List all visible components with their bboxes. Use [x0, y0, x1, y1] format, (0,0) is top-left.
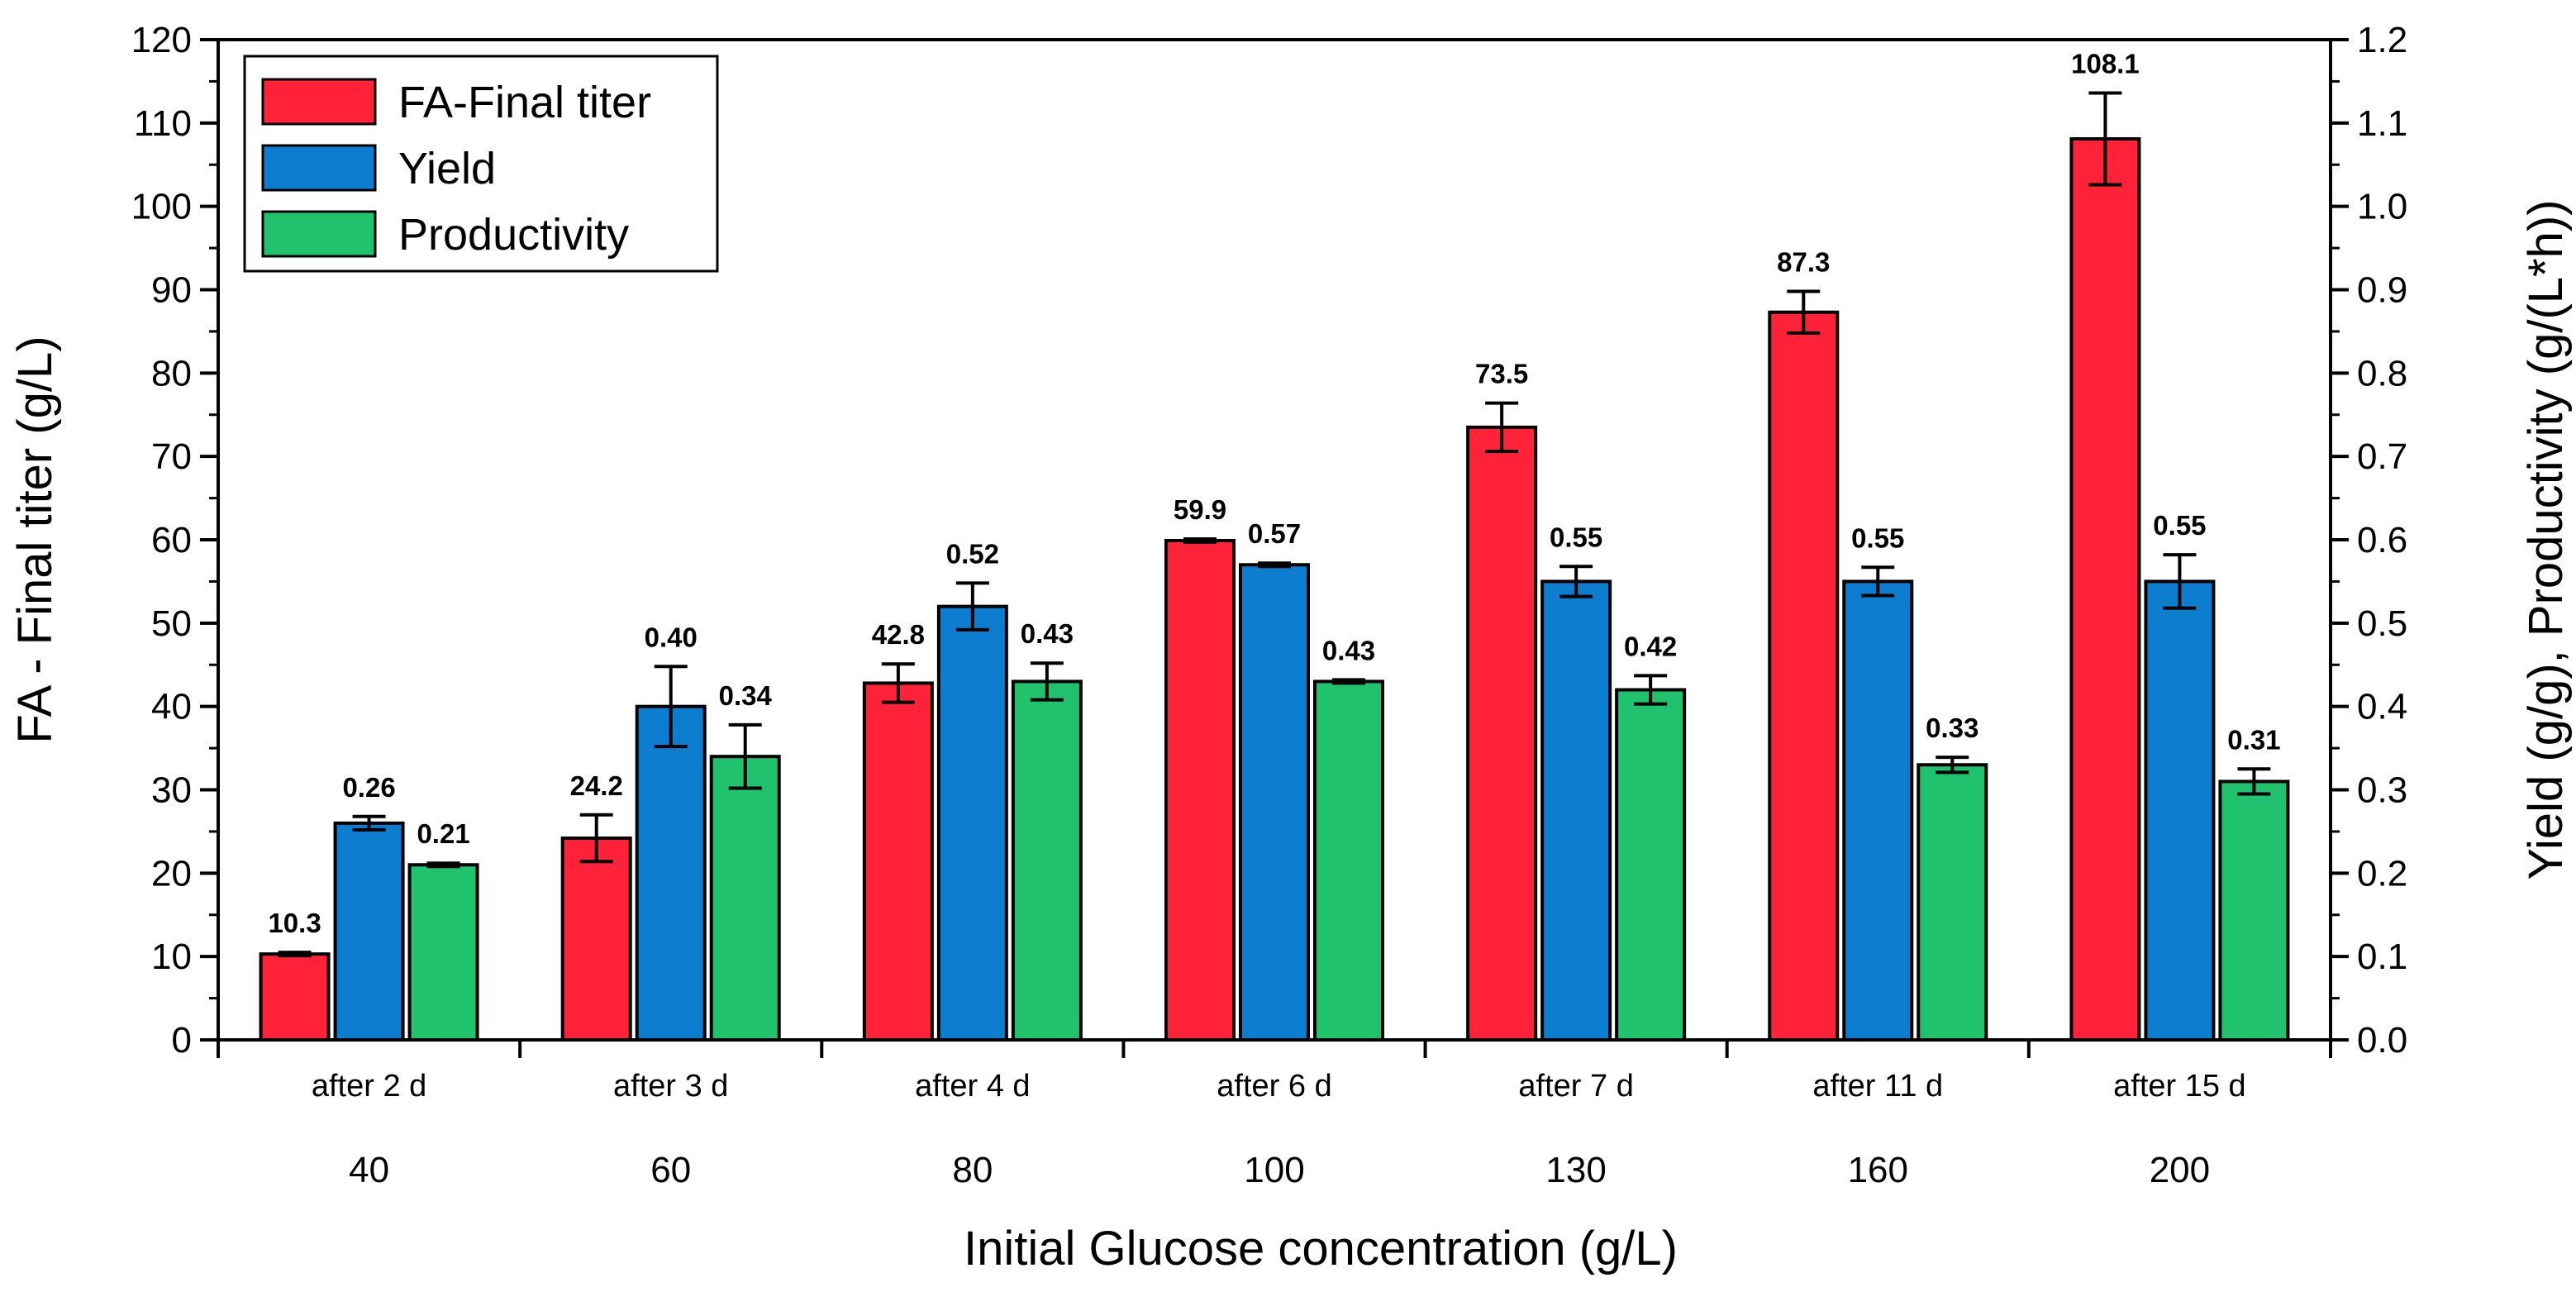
y2-tick-label: 0.9: [2357, 270, 2407, 311]
bar-1: [1540, 579, 1612, 1042]
bar-2: [1011, 679, 1083, 1042]
y2-axis-title: Yield (g/g), Productivity (g/(L*h)): [2519, 199, 2573, 880]
data-label: 0.33: [1926, 713, 1978, 743]
x-tick-label: 200: [2150, 1150, 2210, 1190]
bar-2: [1313, 679, 1384, 1042]
x-sublabel: after 2 d: [312, 1069, 426, 1104]
x-tick-label: 160: [1848, 1150, 1908, 1190]
y-axis-title: FA - Final titer (g/L): [8, 336, 62, 743]
legend-label-productivity: Productivity: [398, 210, 629, 260]
y-tick-label: 30: [151, 770, 192, 811]
data-label: 0.55: [2153, 510, 2206, 541]
y2-tick-label: 0.2: [2357, 853, 2407, 894]
legend: FA-Final titer Yield Productivity: [243, 55, 719, 273]
y2-tick-label: 0.3: [2357, 770, 2407, 811]
data-label: 0.43: [1322, 635, 1375, 665]
y2-tick-label: 1.0: [2357, 187, 2407, 227]
data-label: 87.3: [1777, 247, 1830, 278]
y-tick-label: 0: [172, 1020, 192, 1061]
y2-tick-label: 0.1: [2357, 937, 2407, 977]
y-tick-label: 50: [151, 603, 192, 644]
bar-0: [1768, 310, 1840, 1042]
y-tick-label: 100: [131, 187, 192, 227]
x-tick-label: 130: [1545, 1150, 1606, 1190]
bar-1: [2144, 579, 2216, 1042]
bar-0: [862, 681, 934, 1042]
bar-2: [1615, 688, 1687, 1042]
y-tick-label: 70: [151, 436, 192, 477]
bar-0: [1164, 539, 1236, 1042]
x-sublabel: after 3 d: [613, 1069, 728, 1104]
x-axis-title: Initial Glucose concentration (g/L): [964, 1222, 1678, 1275]
y-tick-label: 40: [151, 687, 192, 727]
x-sublabel: after 6 d: [1217, 1069, 1331, 1104]
axes-layer: 0 10 20 30 40 50 60 70 80 90 100 110 120 0.0 0.1 0.2 0.3…: [131, 20, 2408, 1190]
x-sublabel: after 4 d: [915, 1069, 1030, 1104]
data-label: 0.40: [645, 622, 698, 652]
x-sublabel: after 11 d: [1812, 1069, 1943, 1104]
y-tick-label: 10: [151, 937, 192, 977]
bar-1: [1239, 563, 1310, 1042]
y-tick-label: 90: [151, 270, 192, 311]
bar-2: [407, 863, 479, 1042]
x-tick-label: 60: [650, 1150, 691, 1190]
y2-tick-label: 1.1: [2357, 103, 2407, 144]
legend-label-titer: FA-Final titer: [398, 78, 651, 127]
x-sublabel: after 7 d: [1518, 1069, 1633, 1104]
legend-label-yield: Yield: [398, 144, 496, 193]
data-label: 0.26: [342, 772, 395, 803]
data-label: 24.2: [570, 770, 623, 801]
y2-tick-label: 0.8: [2357, 353, 2407, 393]
bar-1: [333, 821, 405, 1042]
data-label: 0.43: [1021, 618, 1074, 649]
data-label: 42.8: [872, 619, 925, 650]
bar-1: [635, 704, 707, 1042]
data-label: 0.57: [1248, 518, 1301, 549]
x-tick-label: 100: [1244, 1150, 1304, 1190]
y-tick-label: 60: [151, 520, 192, 560]
labels-layer: 10.3 0.26 0.21 24.2 0.40 0.34 42.8 0.52 0.43 59.9…: [268, 49, 2281, 958]
legend-swatch-yield: [261, 144, 377, 192]
data-label: 0.55: [1550, 522, 1602, 552]
y2-tick-label: 0.0: [2357, 1020, 2407, 1061]
bar-1: [1842, 579, 1914, 1042]
bars-layer: [259, 136, 2290, 1042]
x-sublabel: after 15 d: [2113, 1069, 2246, 1104]
data-label: 59.9: [1174, 494, 1226, 525]
data-label: 0.21: [417, 818, 469, 849]
bar-0: [1466, 425, 1538, 1042]
data-label: 73.5: [1475, 359, 1528, 389]
data-label: 0.55: [1851, 522, 1904, 553]
y2-tick-label: 0.6: [2357, 520, 2407, 560]
y-tick-label: 110: [134, 103, 192, 144]
y2-tick-label: 1.2: [2357, 20, 2407, 60]
bar-0: [560, 836, 632, 1042]
y-tick-label: 120: [131, 20, 192, 60]
bar-2: [1917, 763, 1988, 1042]
legend-swatch-productivity: [261, 210, 377, 258]
y2-tick-label: 0.7: [2357, 436, 2407, 477]
bar-2: [709, 755, 781, 1042]
y-tick-label: 20: [151, 853, 192, 894]
y-tick-label: 80: [151, 353, 192, 393]
bar-0: [2069, 136, 2141, 1042]
data-label: 10.3: [268, 908, 321, 938]
data-label: 0.52: [946, 538, 999, 569]
bar-0: [259, 952, 331, 1042]
data-label: 108.1: [2071, 49, 2140, 79]
x-tick-label: 40: [349, 1150, 389, 1190]
y2-tick-label: 0.4: [2357, 687, 2407, 727]
bar-2: [2218, 779, 2290, 1042]
bar-1: [936, 604, 1008, 1042]
x-tick-label: 80: [952, 1150, 993, 1190]
data-label: 0.34: [719, 680, 773, 711]
legend-swatch-titer: [261, 78, 377, 126]
y2-tick-label: 0.5: [2357, 603, 2407, 644]
data-label: 0.42: [1624, 631, 1677, 661]
data-label: 0.31: [2227, 724, 2280, 755]
